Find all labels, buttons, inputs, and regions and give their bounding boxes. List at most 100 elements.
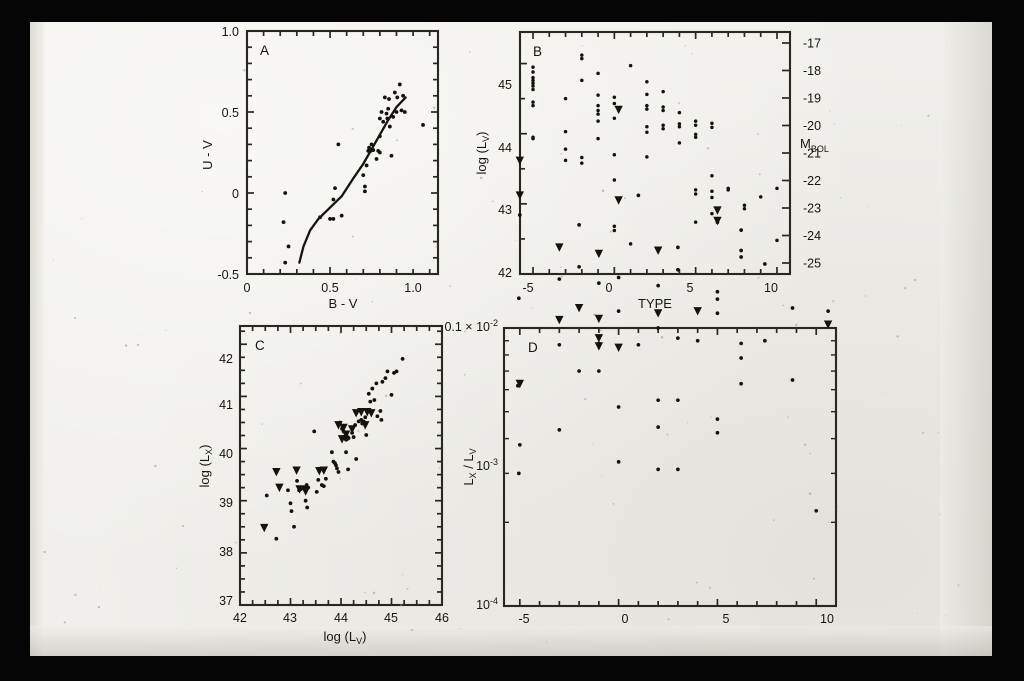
panel-a-label: A xyxy=(260,43,269,58)
data-point xyxy=(372,398,377,402)
panel-c-frame xyxy=(238,324,444,607)
data-point xyxy=(400,356,405,361)
data-point xyxy=(826,309,830,313)
data-point xyxy=(596,119,600,123)
data-point xyxy=(531,75,535,80)
data-point xyxy=(368,399,373,404)
panel-d-ylabel-den-sub: V xyxy=(468,448,478,454)
data-point xyxy=(366,391,371,396)
data-point xyxy=(676,245,680,250)
panel-d-frame xyxy=(502,326,838,608)
upper-limit-marker xyxy=(337,435,347,444)
panel-d-xtick-3: 5 xyxy=(723,612,730,626)
data-point xyxy=(283,260,288,265)
data-point xyxy=(677,141,682,145)
panel-d-ticks xyxy=(504,327,837,607)
data-point xyxy=(339,213,344,218)
plate-grain-speck xyxy=(758,173,761,176)
data-point xyxy=(264,493,269,498)
data-point xyxy=(335,466,339,471)
data-point xyxy=(715,289,720,294)
data-point xyxy=(710,195,714,200)
data-point xyxy=(516,471,521,476)
data-point xyxy=(381,119,386,124)
plate-grain-speck xyxy=(43,550,46,554)
data-point xyxy=(616,405,621,409)
data-point xyxy=(693,132,698,137)
data-point xyxy=(612,95,617,99)
upper-limit-marker xyxy=(347,425,357,434)
data-point xyxy=(693,188,698,192)
data-point xyxy=(710,125,714,130)
data-point xyxy=(676,467,680,472)
panel-a-ytick-3: 0 xyxy=(232,187,239,201)
plate-bottom-shading xyxy=(30,626,992,656)
plate-grain-speck xyxy=(666,433,669,436)
plate-grain-speck xyxy=(787,416,790,418)
panel-b-xaxis-label: TYPE xyxy=(638,296,672,311)
panel-a-xaxis-label: B - V xyxy=(329,296,358,311)
svg-text:log (LV): log (LV) xyxy=(474,132,491,175)
data-point xyxy=(563,147,568,151)
plate-grain-speck xyxy=(560,266,562,268)
data-point xyxy=(351,435,356,439)
data-point xyxy=(739,228,743,232)
data-point xyxy=(387,124,392,129)
plate-grain-speck xyxy=(809,452,812,455)
upper-limit-marker xyxy=(341,430,351,439)
data-point xyxy=(645,80,649,84)
data-point xyxy=(656,326,660,330)
plate-grain-speck xyxy=(372,591,376,595)
data-point xyxy=(645,155,649,159)
data-point xyxy=(346,436,351,441)
data-point xyxy=(580,155,584,160)
plate-grain-speck xyxy=(356,279,357,281)
data-point xyxy=(531,103,535,108)
data-point xyxy=(380,379,385,384)
data-point xyxy=(661,105,665,109)
plate-grain-speck xyxy=(52,259,54,261)
plate-grain-speck xyxy=(600,329,603,332)
data-point xyxy=(693,135,698,139)
panel-d-label: D xyxy=(528,340,538,355)
data-point xyxy=(312,429,317,434)
data-point xyxy=(377,150,382,155)
upper-limit-marker xyxy=(653,309,663,318)
plate-grain-speck xyxy=(804,443,807,446)
upper-limit-marker xyxy=(351,409,361,418)
data-point xyxy=(628,63,633,68)
data-point xyxy=(389,392,394,397)
panel-c-xtick-2: 43 xyxy=(283,611,297,625)
plate-grain-speck xyxy=(165,329,167,331)
data-point xyxy=(531,136,535,141)
data-point xyxy=(361,173,366,178)
plate-grain-speck xyxy=(351,235,354,238)
data-point xyxy=(596,71,600,76)
data-point xyxy=(656,425,660,429)
plate-grain-speck xyxy=(175,567,178,569)
data-point xyxy=(517,213,522,217)
data-point xyxy=(739,248,743,253)
data-point xyxy=(739,356,743,360)
plate-grain-speck xyxy=(99,590,101,591)
data-point xyxy=(363,415,368,420)
data-point xyxy=(596,136,600,141)
plate-grain-speck xyxy=(706,147,710,150)
plate-grain-speck xyxy=(808,492,812,495)
data-point xyxy=(577,264,581,269)
plate-grain-speck xyxy=(896,335,899,338)
data-point xyxy=(305,505,310,510)
plate-grain-speck xyxy=(600,475,602,477)
upper-limit-marker xyxy=(614,105,623,115)
data-point xyxy=(677,124,682,129)
data-point xyxy=(596,112,600,116)
data-point xyxy=(401,93,406,98)
plate-grain-speck xyxy=(464,330,466,333)
plate-grain-speck xyxy=(468,51,471,53)
plate-grain-speck xyxy=(313,351,315,353)
upper-limit-marker xyxy=(594,249,604,259)
data-point xyxy=(531,100,535,104)
upper-limit-marker xyxy=(367,409,376,418)
plate-grain-speck xyxy=(396,139,399,142)
